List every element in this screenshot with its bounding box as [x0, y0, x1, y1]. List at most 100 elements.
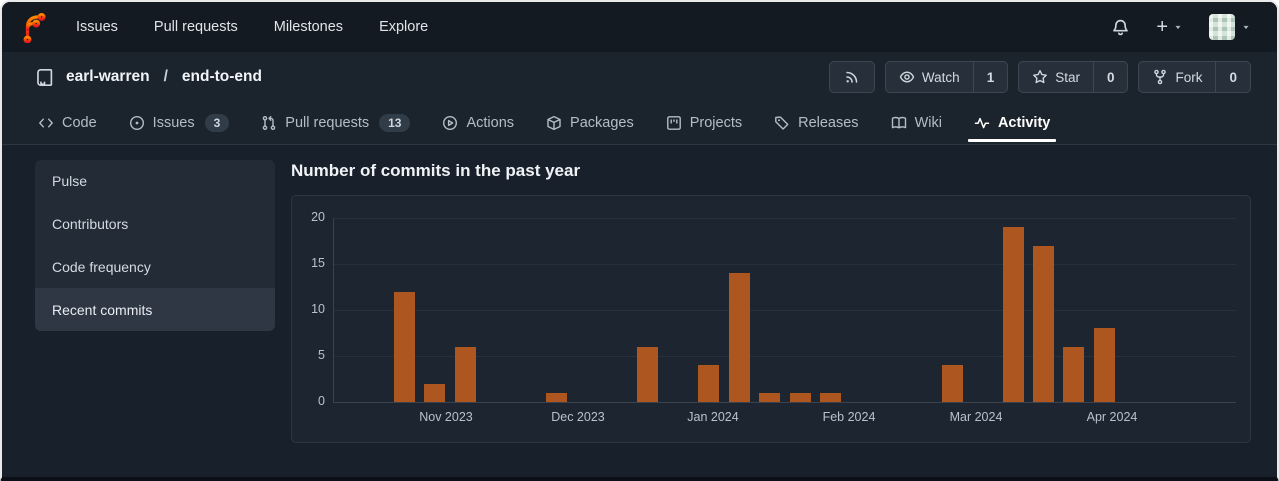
fork-count[interactable]: 0 [1215, 62, 1250, 92]
user-menu[interactable] [1209, 14, 1251, 40]
tab-activity[interactable]: Activity [962, 102, 1062, 144]
book-open-icon [891, 116, 906, 129]
repo-header: earl-warren / end-to-end [2, 52, 1277, 102]
commit-bar [454, 346, 476, 402]
tab-packages[interactable]: Packages [534, 102, 646, 144]
sidebar-item-contributors[interactable]: Contributors [52, 216, 129, 233]
tab-projects[interactable]: Projects [654, 102, 754, 144]
nav-item-explore[interactable]: Explore [379, 19, 429, 35]
rss-icon [846, 71, 858, 83]
user-avatar [1209, 14, 1235, 40]
x-tick-label: Feb 2024 [822, 410, 876, 424]
commit-bar [820, 392, 842, 402]
nav-item-pull-requests[interactable]: Pull requests [153, 19, 238, 35]
pull-requests-count-badge: 13 [379, 114, 411, 132]
watch-count[interactable]: 1 [972, 62, 1008, 92]
sidebar-item-code-frequency[interactable]: Code frequency [52, 258, 151, 275]
commit-bar [424, 383, 446, 402]
project-board-icon [666, 116, 681, 130]
repo-tabbar: Code Issues 3 Pull requests 13 Actions P… [2, 102, 1277, 145]
commit-bar [1033, 245, 1055, 402]
navbar-right: + [1111, 14, 1251, 40]
nav-item-issues[interactable]: Issues [76, 19, 118, 35]
watch-button[interactable]: Watch 1 [884, 61, 1009, 93]
repo-path-separator: / [163, 68, 168, 85]
play-circle-icon [443, 115, 458, 131]
code-icon [39, 118, 53, 128]
commit-bar [728, 273, 750, 402]
sidebar-item-pulse[interactable]: Pulse [52, 173, 88, 190]
commit-bar [759, 392, 781, 402]
x-tick-label: Mar 2024 [949, 410, 1003, 424]
y-tick-label: 15 [311, 256, 325, 270]
repo-book-icon [35, 68, 54, 87]
repo-owner-link[interactable]: earl-warren [66, 68, 150, 85]
repo-header-band: earl-warren / end-to-end [2, 52, 1277, 145]
y-tick-label: 0 [318, 394, 325, 408]
fork-icon [1154, 69, 1167, 85]
y-tick-label: 5 [318, 348, 325, 362]
tab-wiki[interactable]: Wiki [879, 102, 954, 144]
y-grid-line [333, 310, 1236, 311]
star-button[interactable]: Star 0 [1018, 61, 1129, 93]
y-tick-label: 10 [311, 302, 325, 316]
chevron-down-icon [1243, 25, 1249, 30]
commit-chart: 0 5 10 15 20 Nov 2023 Dec 2023 Jan 2024 Feb 2024… [291, 195, 1251, 443]
commit-bar [637, 346, 659, 402]
nav-links: Issues Pull requests Milestones Explore [76, 19, 428, 35]
commit-bar [789, 392, 811, 402]
x-tick-label: Jan 2024 [687, 410, 739, 424]
nav-item-milestones[interactable]: Milestones [273, 19, 344, 35]
issues-count-badge: 3 [204, 114, 230, 132]
star-icon [1033, 70, 1048, 84]
notifications-bell-icon[interactable] [1111, 18, 1130, 37]
commit-bar [1093, 328, 1115, 402]
x-tick-label: Dec 2023 [551, 410, 605, 424]
watch-label: Watch [921, 69, 960, 85]
y-grid-line [333, 402, 1236, 403]
issue-circle-icon [129, 115, 144, 131]
commit-bar [394, 291, 415, 402]
page-title: Number of commits in the past year [291, 161, 581, 180]
pull-request-icon [262, 115, 276, 130]
commit-bar [1063, 346, 1085, 402]
y-grid-line [333, 264, 1236, 265]
chevron-down-icon [1175, 25, 1181, 30]
tag-icon [775, 116, 789, 130]
repo-name-link[interactable]: end-to-end [181, 68, 262, 85]
create-new-button[interactable]: + [1156, 17, 1183, 37]
commit-bar [941, 365, 963, 402]
forgejo-logo-icon[interactable] [18, 10, 48, 44]
tab-issues[interactable]: Issues 3 [117, 102, 242, 144]
commit-bar [546, 392, 568, 402]
tab-releases[interactable]: Releases [762, 102, 870, 144]
commit-bar [1002, 227, 1024, 402]
fork-label: Fork [1175, 69, 1203, 85]
repo-title: earl-warren / end-to-end [35, 68, 262, 87]
activity-sidebar: Pulse Contributors Code frequency Recent… [35, 160, 275, 331]
tab-actions[interactable]: Actions [430, 102, 526, 144]
plus-icon: + [1156, 16, 1168, 38]
y-grid-line [333, 218, 1236, 219]
tab-pull-requests[interactable]: Pull requests 13 [249, 102, 422, 144]
eye-icon [899, 71, 915, 83]
sidebar-item-recent-commits[interactable]: Recent commits [35, 288, 275, 331]
top-navbar: Issues Pull requests Milestones Explore … [2, 2, 1277, 52]
x-tick-label: Apr 2024 [1086, 410, 1138, 424]
pulse-icon [974, 117, 990, 129]
star-label: Star [1055, 69, 1080, 85]
y-grid-line [333, 356, 1236, 357]
y-axis-line [333, 218, 334, 402]
content-area: Pulse Contributors Code frequency Recent… [2, 145, 1277, 443]
tab-code[interactable]: Code [26, 102, 109, 144]
rss-feed-button[interactable] [828, 61, 875, 93]
commit-bar [698, 365, 720, 402]
main-panel: Number of commits in the past year 0 5 10 1… [291, 160, 1251, 443]
fork-button[interactable]: Fork 0 [1138, 61, 1251, 93]
package-icon [547, 115, 561, 131]
y-tick-label: 20 [311, 210, 325, 224]
star-count[interactable]: 0 [1092, 62, 1128, 92]
repo-action-buttons: Watch 1 Star 0 [828, 61, 1251, 93]
x-tick-label: Nov 2023 [419, 410, 473, 424]
